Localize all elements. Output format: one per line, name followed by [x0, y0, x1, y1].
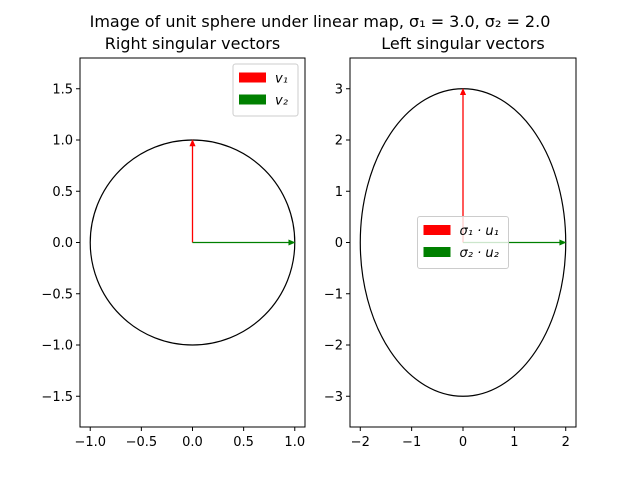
x-tick-label: 2	[562, 435, 570, 450]
legend-swatch	[239, 94, 266, 105]
x-tick-label: −2	[351, 435, 370, 450]
y-tick-label: −2	[324, 339, 343, 354]
y-tick-label: 1.5	[52, 82, 73, 97]
y-tick-label: −1.5	[41, 390, 73, 405]
y-tick-label: 3	[335, 82, 343, 97]
figure-title-text: Image of unit sphere under linear map,	[90, 12, 409, 31]
plot-area	[89, 139, 296, 346]
legend-label: σ₁ · u₁	[460, 224, 499, 239]
legend-label: σ₂ · u₂	[460, 246, 499, 261]
x-tick-label: 1	[510, 435, 518, 450]
legend-swatch	[239, 72, 266, 83]
x-tick-label: −0.5	[126, 435, 158, 450]
x-tick-label: 0	[459, 435, 467, 450]
vector-arrow-1	[189, 139, 196, 243]
y-tick-label: 1	[335, 185, 343, 200]
subplot-title: Right singular vectors	[105, 34, 280, 53]
y-tick-label: −0.5	[41, 287, 73, 302]
y-tick-label: 0.0	[52, 236, 73, 251]
subplot-title: Left singular vectors	[381, 34, 544, 53]
x-tick-label: −1.0	[74, 435, 106, 450]
figure-title: Image of unit sphere under linear map, σ…	[90, 12, 551, 31]
y-tick-label: 2	[335, 134, 343, 149]
legend-label: v₁	[275, 72, 288, 87]
legend-box	[232, 63, 299, 117]
legend: σ₁ · u₁ σ₂ · u₂	[417, 216, 509, 269]
y-tick-label: −3	[324, 390, 343, 405]
subplot-1: Right singular vectors −1.0 −0.5 0.0 0.5 1.0 −…	[41, 34, 306, 450]
legend: v₁ v₂	[232, 63, 299, 117]
legend-label: v₂	[275, 94, 288, 109]
y-tick-label: 0.5	[52, 185, 73, 200]
subplots: Right singular vectors −1.0 −0.5 0.0 0.5 1.0 −…	[41, 34, 577, 450]
y-tick-label: 1.0	[52, 134, 73, 149]
x-tick-label: 0.0	[182, 435, 203, 450]
vector-arrow-2	[192, 239, 296, 246]
y-tick-label: 0	[335, 236, 343, 251]
x-tick-label: 0.5	[233, 435, 254, 450]
legend-swatch	[423, 225, 451, 235]
legend-swatch	[423, 247, 451, 257]
subplot-2: Left singular vectors −2 −1 0 1 2 −3 −2 −1 0 1 2 3 σ₁…	[324, 34, 577, 450]
y-tick-label: −1	[324, 287, 343, 302]
y-tick-label: −1.0	[41, 339, 73, 354]
figure-title-math: σ₁ = 3.0, σ₂ = 2.0	[409, 12, 550, 31]
x-tick-label: 1.0	[284, 435, 305, 450]
x-tick-label: −1	[402, 435, 421, 450]
